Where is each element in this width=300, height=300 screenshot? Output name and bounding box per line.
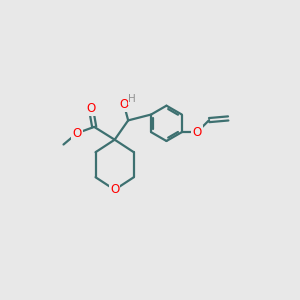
- Text: O: O: [110, 183, 119, 196]
- Text: O: O: [119, 98, 129, 111]
- Text: H: H: [128, 94, 136, 104]
- Text: O: O: [72, 127, 82, 140]
- Text: O: O: [86, 102, 96, 116]
- Text: O: O: [192, 126, 202, 139]
